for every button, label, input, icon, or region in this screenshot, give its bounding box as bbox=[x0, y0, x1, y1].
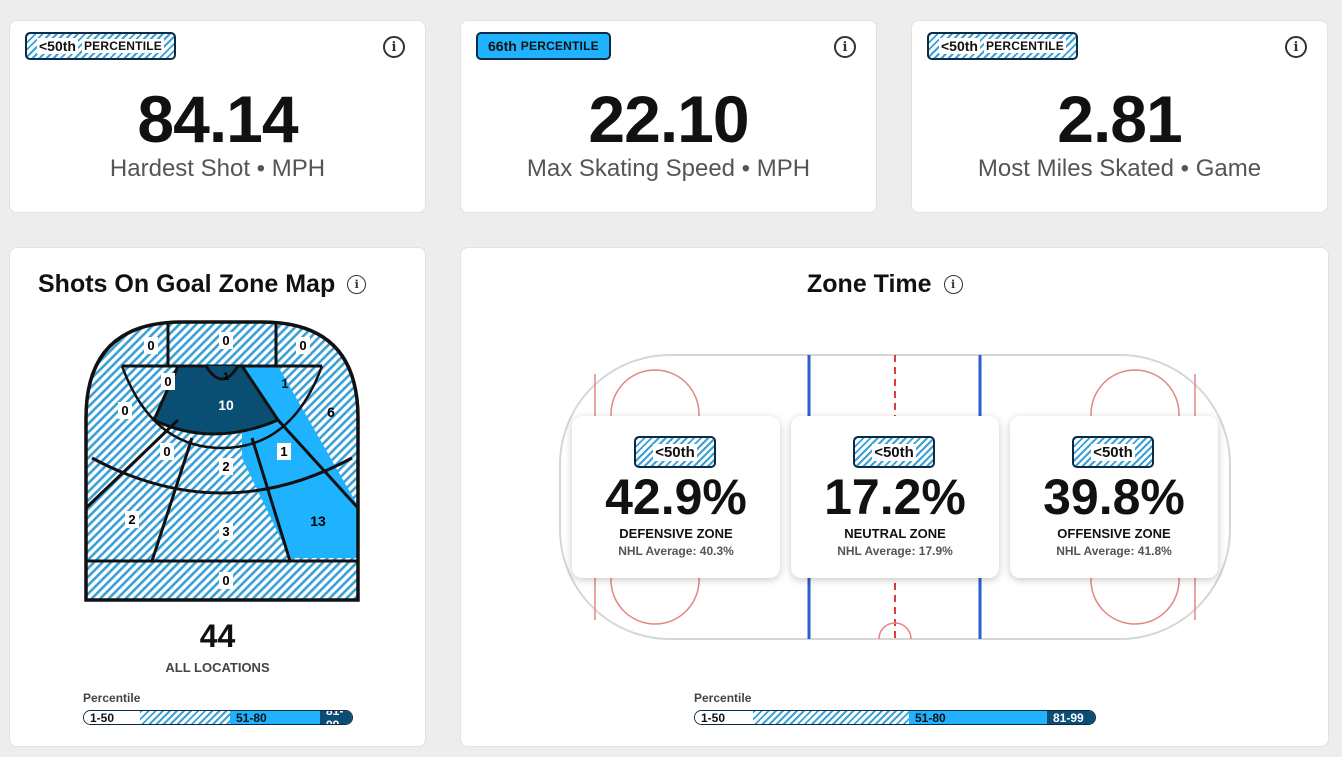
zone-pct: 17.2% bbox=[824, 469, 966, 525]
zone-count-blue-line: 0 bbox=[219, 572, 233, 589]
zone-count-left-point: 0 bbox=[161, 373, 175, 390]
zone-name: NEUTRAL ZONE bbox=[844, 526, 946, 541]
svg-text:1: 1 bbox=[280, 444, 287, 459]
zone-pct: 39.8% bbox=[1043, 469, 1185, 525]
info-icon[interactable]: i bbox=[943, 275, 963, 294]
stat-value: 2.81 bbox=[1057, 82, 1182, 156]
info-icon[interactable]: i bbox=[383, 36, 405, 58]
stat-label: Hardest Shot • MPH bbox=[109, 155, 326, 182]
zone-count-center-point: 3 bbox=[219, 523, 233, 540]
stat-card-hardest-shot: <50th PERCENTILE i 84.14 Hardest Shot • … bbox=[9, 20, 426, 213]
stat-card-miles-skated: <50th PERCENTILE i 2.81 Most Miles Skate… bbox=[911, 20, 1328, 213]
zone-pct: 42.9% bbox=[605, 469, 747, 525]
info-icon[interactable]: i bbox=[1285, 36, 1307, 58]
zone-defensive: <50th 42.9% DEFENSIVE ZONE NHL Average: … bbox=[572, 416, 780, 578]
svg-text:0: 0 bbox=[147, 338, 154, 353]
svg-text:0: 0 bbox=[164, 374, 171, 389]
zone-avg: NHL Average: 41.8% bbox=[1056, 544, 1172, 558]
svg-text:0: 0 bbox=[299, 338, 306, 353]
zone-time-card: Zone Time i <50th 42.9% DEFENSIVE ZONE N… bbox=[460, 247, 1329, 747]
zone-count-right-wall: 6 bbox=[327, 404, 335, 420]
zone-count-right-circle: 1 bbox=[277, 443, 291, 460]
stat-card-max-speed: 66th PERCENTILE i 22.10 Max Skating Spee… bbox=[460, 20, 877, 213]
stat-value: 22.10 bbox=[588, 82, 749, 156]
zone-avg: NHL Average: 40.3% bbox=[618, 544, 734, 558]
percentile-badge: <50th PERCENTILE bbox=[25, 32, 176, 60]
percentile-badge: <50th bbox=[634, 436, 716, 468]
total-shots-label: ALL LOCATIONS bbox=[165, 660, 270, 675]
percentile-badge: 66th PERCENTILE bbox=[476, 32, 611, 60]
zone-count-high-slot: 2 bbox=[219, 458, 233, 475]
svg-text:0: 0 bbox=[121, 403, 128, 418]
zone-count-crease-right: 1 bbox=[281, 376, 288, 391]
zone-name: OFFENSIVE ZONE bbox=[1057, 526, 1171, 541]
zone-count-top-right: 0 bbox=[296, 337, 310, 354]
percentile-badge: <50th bbox=[1072, 436, 1154, 468]
stat-label: Most Miles Skated • Game bbox=[977, 155, 1262, 182]
zone-count-left-wall: 0 bbox=[118, 402, 132, 419]
stat-value: 84.14 bbox=[137, 82, 298, 156]
zone-neutral: <50th 17.2% NEUTRAL ZONE NHL Average: 17… bbox=[791, 416, 999, 578]
zone-avg: NHL Average: 17.9% bbox=[837, 544, 953, 558]
zone-count-left-circle: 0 bbox=[160, 443, 174, 460]
svg-text:3: 3 bbox=[222, 524, 229, 539]
percentile-legend: 1-50 51-80 81-99 bbox=[694, 710, 1096, 725]
svg-text:0: 0 bbox=[222, 573, 229, 588]
zone-map-graphic: 0 0 0 0 1 1 10 0 6 0 2 1 2 3 13 0 bbox=[84, 320, 360, 602]
svg-text:0: 0 bbox=[163, 444, 170, 459]
info-icon[interactable]: i bbox=[834, 36, 856, 58]
zone-count-slot: 10 bbox=[218, 397, 234, 413]
total-shots: 44 bbox=[199, 618, 236, 654]
svg-text:2: 2 bbox=[128, 512, 135, 527]
zone-count-crease: 1 bbox=[223, 371, 229, 383]
zone-count-top-center: 0 bbox=[219, 332, 233, 349]
stat-label: Max Skating Speed • MPH bbox=[526, 155, 811, 182]
legend-title: Percentile bbox=[83, 691, 141, 705]
info-icon[interactable]: i bbox=[347, 275, 367, 294]
zone-map-card: Shots On Goal Zone Map i bbox=[9, 247, 426, 747]
svg-text:0: 0 bbox=[222, 333, 229, 348]
zone-map-title: Shots On Goal Zone Map i bbox=[38, 270, 367, 299]
zone-time-title: Zone Time i bbox=[807, 270, 963, 299]
legend-title: Percentile bbox=[694, 691, 752, 705]
zone-offensive: <50th 39.8% OFFENSIVE ZONE NHL Average: … bbox=[1010, 416, 1218, 578]
zone-name: DEFENSIVE ZONE bbox=[619, 526, 733, 541]
svg-text:2: 2 bbox=[222, 459, 229, 474]
percentile-badge: <50th PERCENTILE bbox=[927, 32, 1078, 60]
percentile-badge: <50th bbox=[853, 436, 935, 468]
zone-count-right-wing: 13 bbox=[310, 513, 326, 529]
zone-count-left-wing: 2 bbox=[125, 511, 139, 528]
percentile-legend: 1-50 51-80 81-99 bbox=[83, 710, 353, 725]
zone-count-top-left: 0 bbox=[144, 337, 158, 354]
